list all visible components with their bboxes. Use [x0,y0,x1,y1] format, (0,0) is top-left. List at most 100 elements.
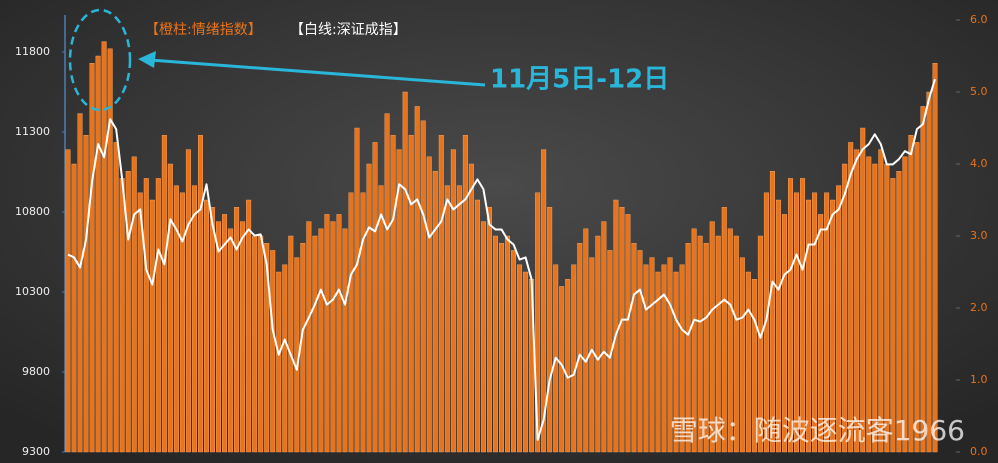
bar [703,242,709,453]
bar [727,228,733,453]
bar [872,163,878,453]
bar [866,156,872,453]
bar [541,149,547,453]
bar [119,178,125,453]
bar [167,163,173,453]
bar [884,163,890,453]
bar [480,221,486,453]
bar [505,235,511,453]
bar [210,206,215,453]
bar [631,242,637,453]
bar [318,228,324,453]
bar [595,235,601,453]
bar [733,235,739,453]
bar [312,235,318,453]
bar [246,199,252,453]
bar [499,242,504,453]
bar [179,192,185,453]
bar [830,199,836,453]
bar [348,192,354,453]
bar [354,127,360,453]
bar [288,235,294,453]
bar [131,156,137,453]
bar [270,250,276,453]
y-tick-label: 10800 [15,205,50,218]
bar [426,156,432,453]
bar [125,170,131,453]
y-tick-label: 9300 [22,445,50,458]
bar [185,149,191,453]
bar [324,214,330,453]
bar [77,113,83,453]
bar [649,257,655,453]
bar [565,279,571,453]
bar [745,271,751,453]
bar [300,242,306,453]
bar [818,214,824,453]
bar [191,185,197,453]
bar [794,192,800,453]
bar [161,134,167,453]
highlight-ellipse [68,8,132,112]
bar [492,235,498,453]
bar [739,257,745,453]
bar [637,250,643,453]
index-line [67,78,936,441]
bar [517,264,523,453]
bar [878,149,884,453]
bar [83,134,89,453]
y2-tick-label: 3.0 [970,229,988,242]
bar [384,113,390,453]
bar [420,120,426,453]
bar [101,41,107,453]
bar [330,221,336,453]
bar [372,142,378,453]
bar [908,134,914,453]
y-tick-label: 10300 [15,285,50,298]
y2-tick-label: 6.0 [970,13,988,26]
bar [824,192,830,453]
bar [854,149,860,453]
legend-line: 【白线:深证成指】 [290,22,407,38]
bar [836,185,842,453]
bar [378,185,384,453]
bar [228,228,234,453]
bar [577,242,583,453]
bar [468,163,474,453]
bar [781,214,787,453]
bar [643,264,649,453]
bar [95,55,101,453]
plot-area: 9300 9800 10300 10800 11300 11800 0.0 1.0 2.0 3.0… [15,13,988,458]
bar [601,221,607,453]
bar [276,271,282,453]
bar [613,199,619,453]
bar [432,170,438,453]
bar [71,163,77,453]
bar [721,206,727,453]
y2-tick-label: 0.0 [970,445,988,458]
bar [920,106,926,453]
y2-tick-label: 2.0 [970,301,988,314]
bar [336,214,342,453]
annotation: 11月5日-12日 [490,65,669,95]
bar [444,185,450,453]
legend-bar: 【橙柱:情绪指数】 [145,22,262,38]
bar [860,127,866,453]
bar [661,264,667,453]
bar [65,149,71,453]
bar [673,271,679,453]
bar [902,156,908,453]
bar [396,149,402,453]
bar [486,206,492,453]
bar [619,206,625,453]
bar [450,149,456,453]
bar [107,48,113,453]
y2-tick-label: 5.0 [970,85,988,98]
bar [655,271,661,453]
bar [252,235,258,453]
bar [848,142,854,453]
bar [240,221,246,453]
bar [222,214,228,453]
bar [149,199,155,453]
